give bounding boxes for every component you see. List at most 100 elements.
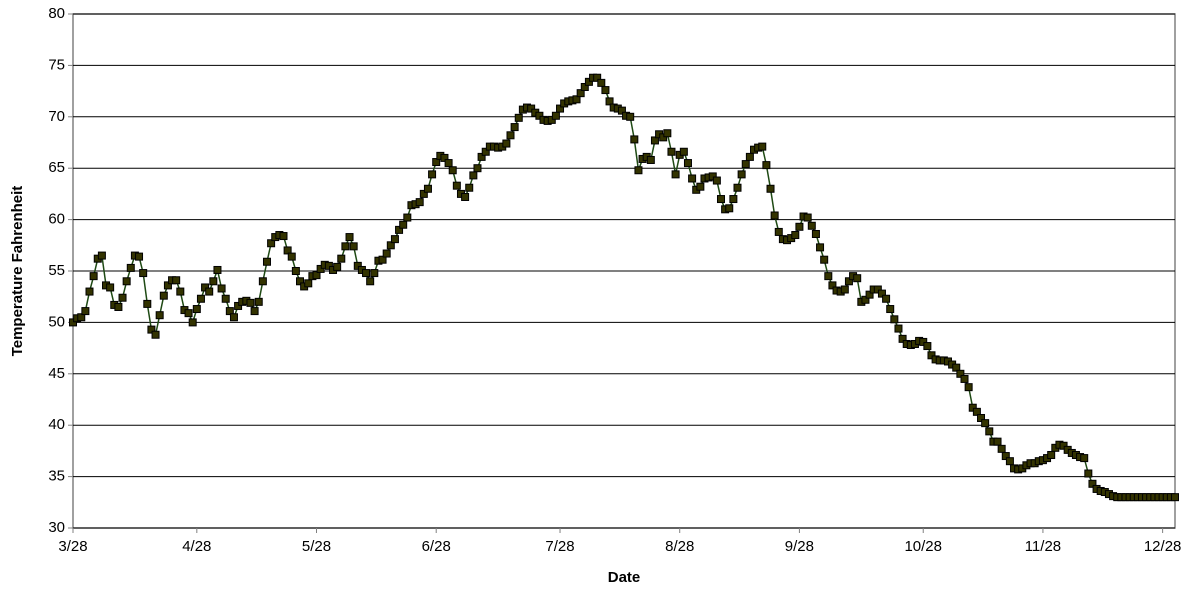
marker [886, 305, 895, 314]
marker [696, 182, 705, 191]
marker [840, 285, 849, 294]
marker [473, 164, 482, 173]
marker [514, 113, 523, 122]
marker [448, 166, 457, 175]
marker [816, 243, 825, 252]
marker [419, 189, 428, 198]
marker [428, 170, 437, 179]
marker [366, 277, 375, 286]
marker [803, 213, 812, 222]
marker [254, 297, 263, 306]
marker [1080, 454, 1089, 463]
marker [985, 427, 994, 436]
marker [85, 287, 94, 296]
marker [1001, 452, 1010, 461]
marker [341, 242, 350, 251]
marker [972, 407, 981, 416]
marker [452, 181, 461, 190]
marker [296, 277, 305, 286]
x-tick-label: 8/28 [665, 538, 694, 555]
marker [1059, 441, 1068, 450]
marker [502, 139, 511, 148]
marker [324, 261, 333, 270]
marker [952, 363, 961, 372]
marker [506, 131, 515, 140]
marker [386, 241, 395, 250]
series-line [72, 76, 1175, 498]
marker [287, 252, 296, 261]
marker [663, 129, 672, 138]
y-axis-title: Temperature Fahrenheit [9, 186, 26, 357]
y-tick-label: 60 [48, 211, 65, 228]
marker [176, 287, 185, 296]
x-tick-label: 10/28 [904, 538, 942, 555]
marker [580, 82, 589, 91]
y-tick-label: 65 [48, 159, 65, 176]
marker [395, 225, 404, 234]
marker [267, 239, 276, 248]
marker [440, 153, 449, 162]
y-tick-label: 35 [48, 468, 65, 485]
marker [667, 147, 676, 156]
marker [390, 235, 399, 244]
marker [229, 313, 238, 322]
marker [556, 104, 565, 113]
marker [824, 272, 833, 281]
marker [135, 252, 144, 261]
marker [898, 334, 907, 343]
marker [362, 269, 371, 278]
marker [960, 374, 969, 383]
marker [919, 337, 928, 346]
marker [423, 184, 432, 193]
marker [246, 298, 255, 307]
y-tick-label: 75 [48, 56, 65, 73]
marker [234, 301, 243, 310]
marker [617, 106, 626, 115]
marker [1084, 469, 1093, 478]
marker [1088, 479, 1097, 488]
marker [510, 123, 519, 132]
marker [791, 231, 800, 240]
marker [192, 305, 201, 314]
marker [444, 159, 453, 168]
marker [811, 229, 820, 238]
marker [345, 233, 354, 242]
marker [225, 307, 234, 316]
marker [415, 198, 424, 207]
marker [820, 255, 829, 264]
marker [196, 294, 205, 303]
marker [646, 155, 655, 164]
y-tick-label: 45 [48, 365, 65, 382]
marker [353, 261, 362, 270]
marker [209, 277, 218, 286]
marker [89, 272, 98, 281]
marker [659, 133, 668, 142]
marker [122, 277, 131, 286]
marker [477, 152, 486, 161]
marker [828, 281, 837, 290]
marker [576, 89, 585, 98]
marker [688, 174, 697, 183]
marker [316, 264, 325, 273]
marker [143, 299, 152, 308]
marker [712, 176, 721, 185]
x-axis-title: Date [608, 569, 641, 586]
marker [382, 249, 391, 258]
marker [770, 211, 779, 220]
marker [551, 111, 560, 120]
x-tick-label: 3/28 [58, 538, 87, 555]
marker [217, 284, 226, 293]
marker [279, 232, 288, 241]
marker [378, 255, 387, 264]
marker [729, 195, 738, 204]
marker [597, 78, 606, 87]
marker [630, 135, 639, 144]
marker [601, 86, 610, 95]
y-tick-label: 50 [48, 313, 65, 330]
marker [741, 160, 750, 169]
marker [155, 311, 164, 320]
marker [69, 318, 77, 327]
marker [201, 283, 210, 292]
marker [923, 342, 932, 351]
